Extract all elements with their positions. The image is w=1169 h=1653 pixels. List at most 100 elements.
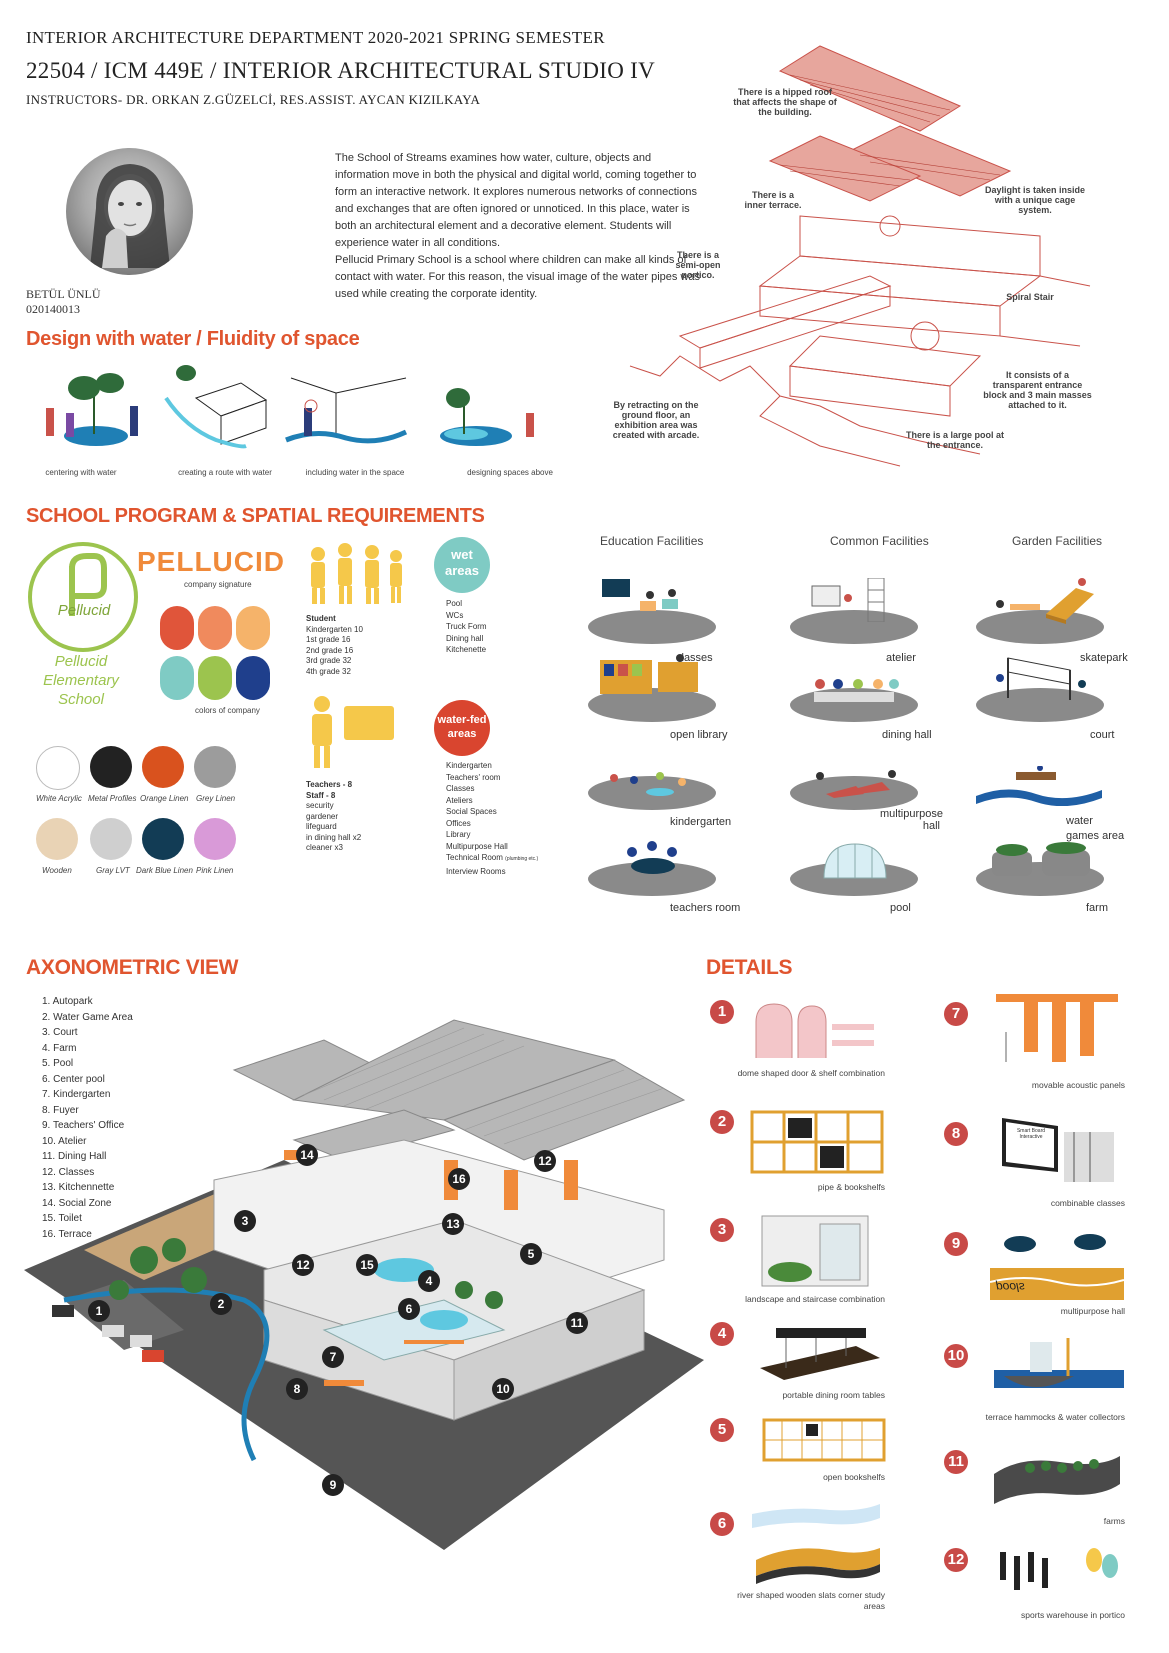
company-color-4	[160, 656, 194, 700]
legend-item: 6. Center pool	[42, 1073, 105, 1085]
pipe-logo-icon	[69, 553, 107, 616]
company-color-5	[198, 656, 232, 700]
waterfed-badge-line2: areas	[447, 728, 477, 740]
company-color-3	[236, 606, 270, 650]
illus-multipurpose-hall	[806, 768, 906, 798]
detail-image-3	[760, 1214, 870, 1288]
label-open-library: open library	[670, 729, 728, 741]
student-item: 1st grade 16	[306, 635, 351, 644]
note-daylight: Daylight is taken inside with a unique c…	[984, 185, 1086, 215]
material-label-2: Metal Profiles	[88, 794, 137, 803]
student-item: Kindergarten 10	[306, 624, 363, 634]
pools-signage: pools	[996, 1280, 1025, 1294]
waterfed-item: Technical Room	[446, 853, 503, 862]
label-farm: farm	[1086, 902, 1108, 914]
teacher-block-title1: Teachers - 8	[306, 780, 353, 789]
detail-caption-6: river shaped wooden slats corner study a…	[737, 1590, 885, 1611]
axo-marker: 1	[88, 1300, 110, 1322]
disc-atelier	[790, 610, 918, 644]
staff-item: in dining hall x2	[306, 832, 362, 842]
waterfed-badge-line1: water-fed	[437, 714, 487, 726]
detail-number-8: 8	[944, 1122, 968, 1146]
illus-classes	[600, 575, 700, 619]
axo-legend: 1. Autopark 2. Water Game Area 3. Court …	[42, 994, 133, 1242]
teacher-block-title2: Staff - 8	[306, 790, 336, 800]
note-portico: There is a semi-open portico.	[675, 250, 721, 280]
axo-marker: 10	[492, 1378, 514, 1400]
water-fed-badge: water-fed areas	[434, 700, 490, 756]
brand-sub: company signature	[184, 580, 252, 589]
header-course: 22504 / ICM 449E / INTERIOR ARCHITECTURA…	[26, 58, 656, 83]
caption-centering-water: centering with water	[45, 468, 117, 477]
detail-number-10: 10	[944, 1344, 968, 1368]
staff-item: cleaner x3	[306, 843, 343, 852]
legend-item: 8. Fuyer	[42, 1104, 79, 1116]
student-portrait	[66, 148, 193, 275]
label-water-games: water games area	[1066, 815, 1125, 842]
label-classes: classes	[676, 652, 713, 664]
wet-item: Pool	[446, 599, 463, 608]
brand-signature: PELLUCID	[137, 546, 285, 577]
detail-number-12: 12	[944, 1548, 968, 1572]
detail-number-9: 9	[944, 1232, 968, 1256]
detail-image-9: pools	[989, 1222, 1125, 1302]
axonometric-building	[24, 1019, 704, 1550]
caption-including-water: including water in the space	[305, 468, 405, 477]
detail-image-4	[756, 1318, 884, 1384]
design-water-illustrations	[46, 365, 534, 449]
material-gray-lvt	[90, 818, 132, 860]
note-inner-terrace: There is a inner terrace.	[744, 190, 802, 210]
detail-number-2: 2	[710, 1110, 734, 1134]
axo-marker: 5	[520, 1243, 542, 1265]
detail-number-4: 4	[710, 1322, 734, 1346]
detail-image-7	[994, 992, 1120, 1074]
axo-marker: 12	[534, 1150, 556, 1172]
disc-skatepark	[976, 610, 1104, 644]
wet-badge-line1: wet	[451, 547, 473, 562]
header-instructors: INSTRUCTORS- DR. ORKAN Z.GÜZELCİ, RES.AS…	[26, 92, 481, 107]
staff-item: gardener	[306, 811, 339, 821]
illus-farm	[986, 836, 1096, 880]
waterfed-item-tech: Technical Room (plumbing etc.)	[446, 852, 538, 866]
note-exhibition: By retracting on the ground floor, an ex…	[612, 400, 700, 440]
axo-marker: 14	[296, 1144, 318, 1166]
detail-image-5	[762, 1416, 886, 1466]
detail-caption-9: multipurpose hall	[1060, 1306, 1125, 1316]
staff-item: lifeguard	[306, 822, 337, 831]
waterfed-item: Kindergarten	[446, 761, 492, 770]
wet-item: WCs	[446, 610, 464, 620]
pellucid-logo: Pellucid	[28, 542, 138, 652]
illus-teachers-room	[618, 838, 688, 878]
illus-water-games	[976, 765, 1104, 807]
note-spiral-stair: Spiral Stair	[1006, 292, 1054, 302]
illus-pool	[820, 838, 890, 882]
detail-caption-4: portable dining room tables	[782, 1390, 885, 1400]
detail-image-11	[990, 1444, 1124, 1510]
intro-paragraph-2: Pellucid Primary School is a school wher…	[335, 254, 701, 300]
student-info: BETÜL ÜNLÜ 020140013	[26, 287, 101, 317]
waterfed-item: Offices	[446, 818, 471, 828]
material-grey-linen	[194, 746, 236, 788]
students-illustration	[311, 543, 402, 604]
material-label-8: Pink Linen	[196, 866, 234, 875]
axo-marker: 6	[398, 1298, 420, 1320]
detail-caption-5: open bookshelfs	[823, 1472, 885, 1482]
axo-marker: 4	[418, 1270, 440, 1292]
wet-areas-badge: wet areas	[434, 537, 490, 593]
wet-item: Kitchenette	[446, 645, 487, 654]
wet-badge-line2: areas	[445, 563, 479, 578]
axo-marker: 8	[286, 1378, 308, 1400]
smart-board-text: Smart Board Interactive	[1016, 1128, 1046, 1140]
illus-atelier	[808, 577, 898, 623]
legend-item: 10. Atelier	[42, 1135, 87, 1147]
material-wooden	[36, 818, 78, 860]
illus-skatepark	[986, 574, 1096, 624]
waterfed-item: Teachers' room	[446, 772, 501, 782]
axo-marker: 13	[442, 1213, 464, 1235]
detail-caption-2: pipe & bookshelfs	[817, 1182, 885, 1192]
caption-route-water: creating a route with water	[178, 468, 272, 477]
axo-marker: 16	[448, 1168, 470, 1190]
axo-marker: 11	[566, 1312, 588, 1334]
detail-number-3: 3	[710, 1218, 734, 1242]
material-pink-linen	[194, 818, 236, 860]
